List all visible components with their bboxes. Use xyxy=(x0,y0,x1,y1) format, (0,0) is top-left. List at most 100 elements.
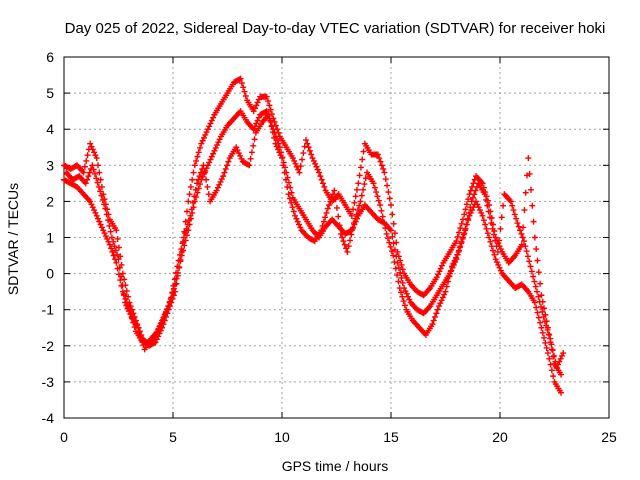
data-point xyxy=(361,181,368,188)
data-point xyxy=(547,361,554,368)
data-point xyxy=(383,230,390,237)
data-point xyxy=(318,227,325,234)
data-point xyxy=(89,146,96,153)
data-point xyxy=(191,193,198,200)
data-point xyxy=(455,248,462,255)
data-point xyxy=(390,252,397,259)
data-point xyxy=(96,218,103,225)
data-point xyxy=(519,234,526,241)
data-point xyxy=(390,220,397,227)
data-point xyxy=(395,278,402,285)
data-point xyxy=(539,329,546,336)
data-point xyxy=(330,191,337,198)
data-point xyxy=(344,248,351,255)
data-point xyxy=(530,273,537,280)
data-point xyxy=(339,234,346,241)
data-point xyxy=(377,202,384,209)
data-point xyxy=(93,155,100,162)
data-point xyxy=(459,235,466,242)
data-point xyxy=(498,214,505,221)
data-point xyxy=(354,207,361,214)
data-point xyxy=(91,149,98,156)
data-point xyxy=(105,217,112,224)
data-point xyxy=(538,292,545,299)
data-point xyxy=(387,243,394,250)
data-point xyxy=(195,149,202,156)
data-point xyxy=(319,180,326,187)
data-point xyxy=(442,288,449,295)
data-point xyxy=(348,231,355,238)
data-point xyxy=(524,253,531,260)
data-point xyxy=(352,193,359,200)
data-point xyxy=(398,274,405,281)
data-point xyxy=(385,189,392,196)
y-tick-label: -2 xyxy=(42,338,55,354)
data-point xyxy=(370,180,377,187)
data-point xyxy=(185,198,192,205)
data-point xyxy=(398,289,405,296)
data-point xyxy=(306,147,313,154)
data-point xyxy=(290,208,297,215)
data-point xyxy=(489,225,496,232)
data-point xyxy=(251,136,258,143)
data-point xyxy=(200,134,207,141)
data-point xyxy=(237,152,244,159)
data-point xyxy=(391,246,398,253)
data-point xyxy=(265,98,272,105)
data-point xyxy=(435,303,442,310)
data-point xyxy=(279,155,285,162)
y-tick-label: -3 xyxy=(42,374,55,390)
data-point xyxy=(532,283,539,290)
data-point xyxy=(538,324,545,331)
data-point xyxy=(374,193,381,200)
data-point xyxy=(484,202,491,209)
data-point xyxy=(443,283,450,290)
data-point xyxy=(287,184,294,191)
data-point xyxy=(537,319,544,326)
data-point xyxy=(180,234,187,241)
data-point xyxy=(297,163,304,170)
data-point xyxy=(496,264,503,271)
data-point xyxy=(265,111,272,118)
data-point xyxy=(289,204,296,211)
data-point xyxy=(299,156,306,163)
data-point xyxy=(377,158,384,165)
data-point xyxy=(84,176,91,183)
data-point xyxy=(496,237,503,244)
data-point xyxy=(318,176,325,183)
data-point xyxy=(175,257,182,264)
data-point xyxy=(292,212,299,219)
data-point xyxy=(171,276,178,283)
data-point xyxy=(93,212,100,219)
data-point xyxy=(224,162,231,169)
data-point xyxy=(494,248,501,255)
data-point xyxy=(360,186,367,193)
data-point xyxy=(113,259,120,266)
data-point xyxy=(437,265,444,272)
data-point xyxy=(96,169,103,176)
data-point xyxy=(190,199,197,206)
data-point xyxy=(544,326,551,333)
data-point xyxy=(186,217,193,224)
data-point xyxy=(546,355,553,362)
series-track-B xyxy=(61,108,565,396)
data-point xyxy=(102,205,109,212)
data-point xyxy=(514,220,521,227)
data-point xyxy=(356,172,363,179)
data-point xyxy=(204,183,211,190)
data-point xyxy=(210,150,217,157)
data-point xyxy=(441,291,448,298)
data-point xyxy=(95,183,102,190)
data-point xyxy=(534,309,541,316)
data-point xyxy=(123,287,130,294)
data-point xyxy=(517,227,524,234)
data-point xyxy=(322,214,329,221)
data-point xyxy=(212,144,219,151)
series-track-C xyxy=(63,111,567,371)
data-point xyxy=(388,202,394,209)
data-point xyxy=(484,230,491,237)
y-tick-label: 6 xyxy=(46,49,54,65)
data-point xyxy=(471,191,478,198)
data-point xyxy=(399,266,406,273)
data-point xyxy=(221,169,228,176)
